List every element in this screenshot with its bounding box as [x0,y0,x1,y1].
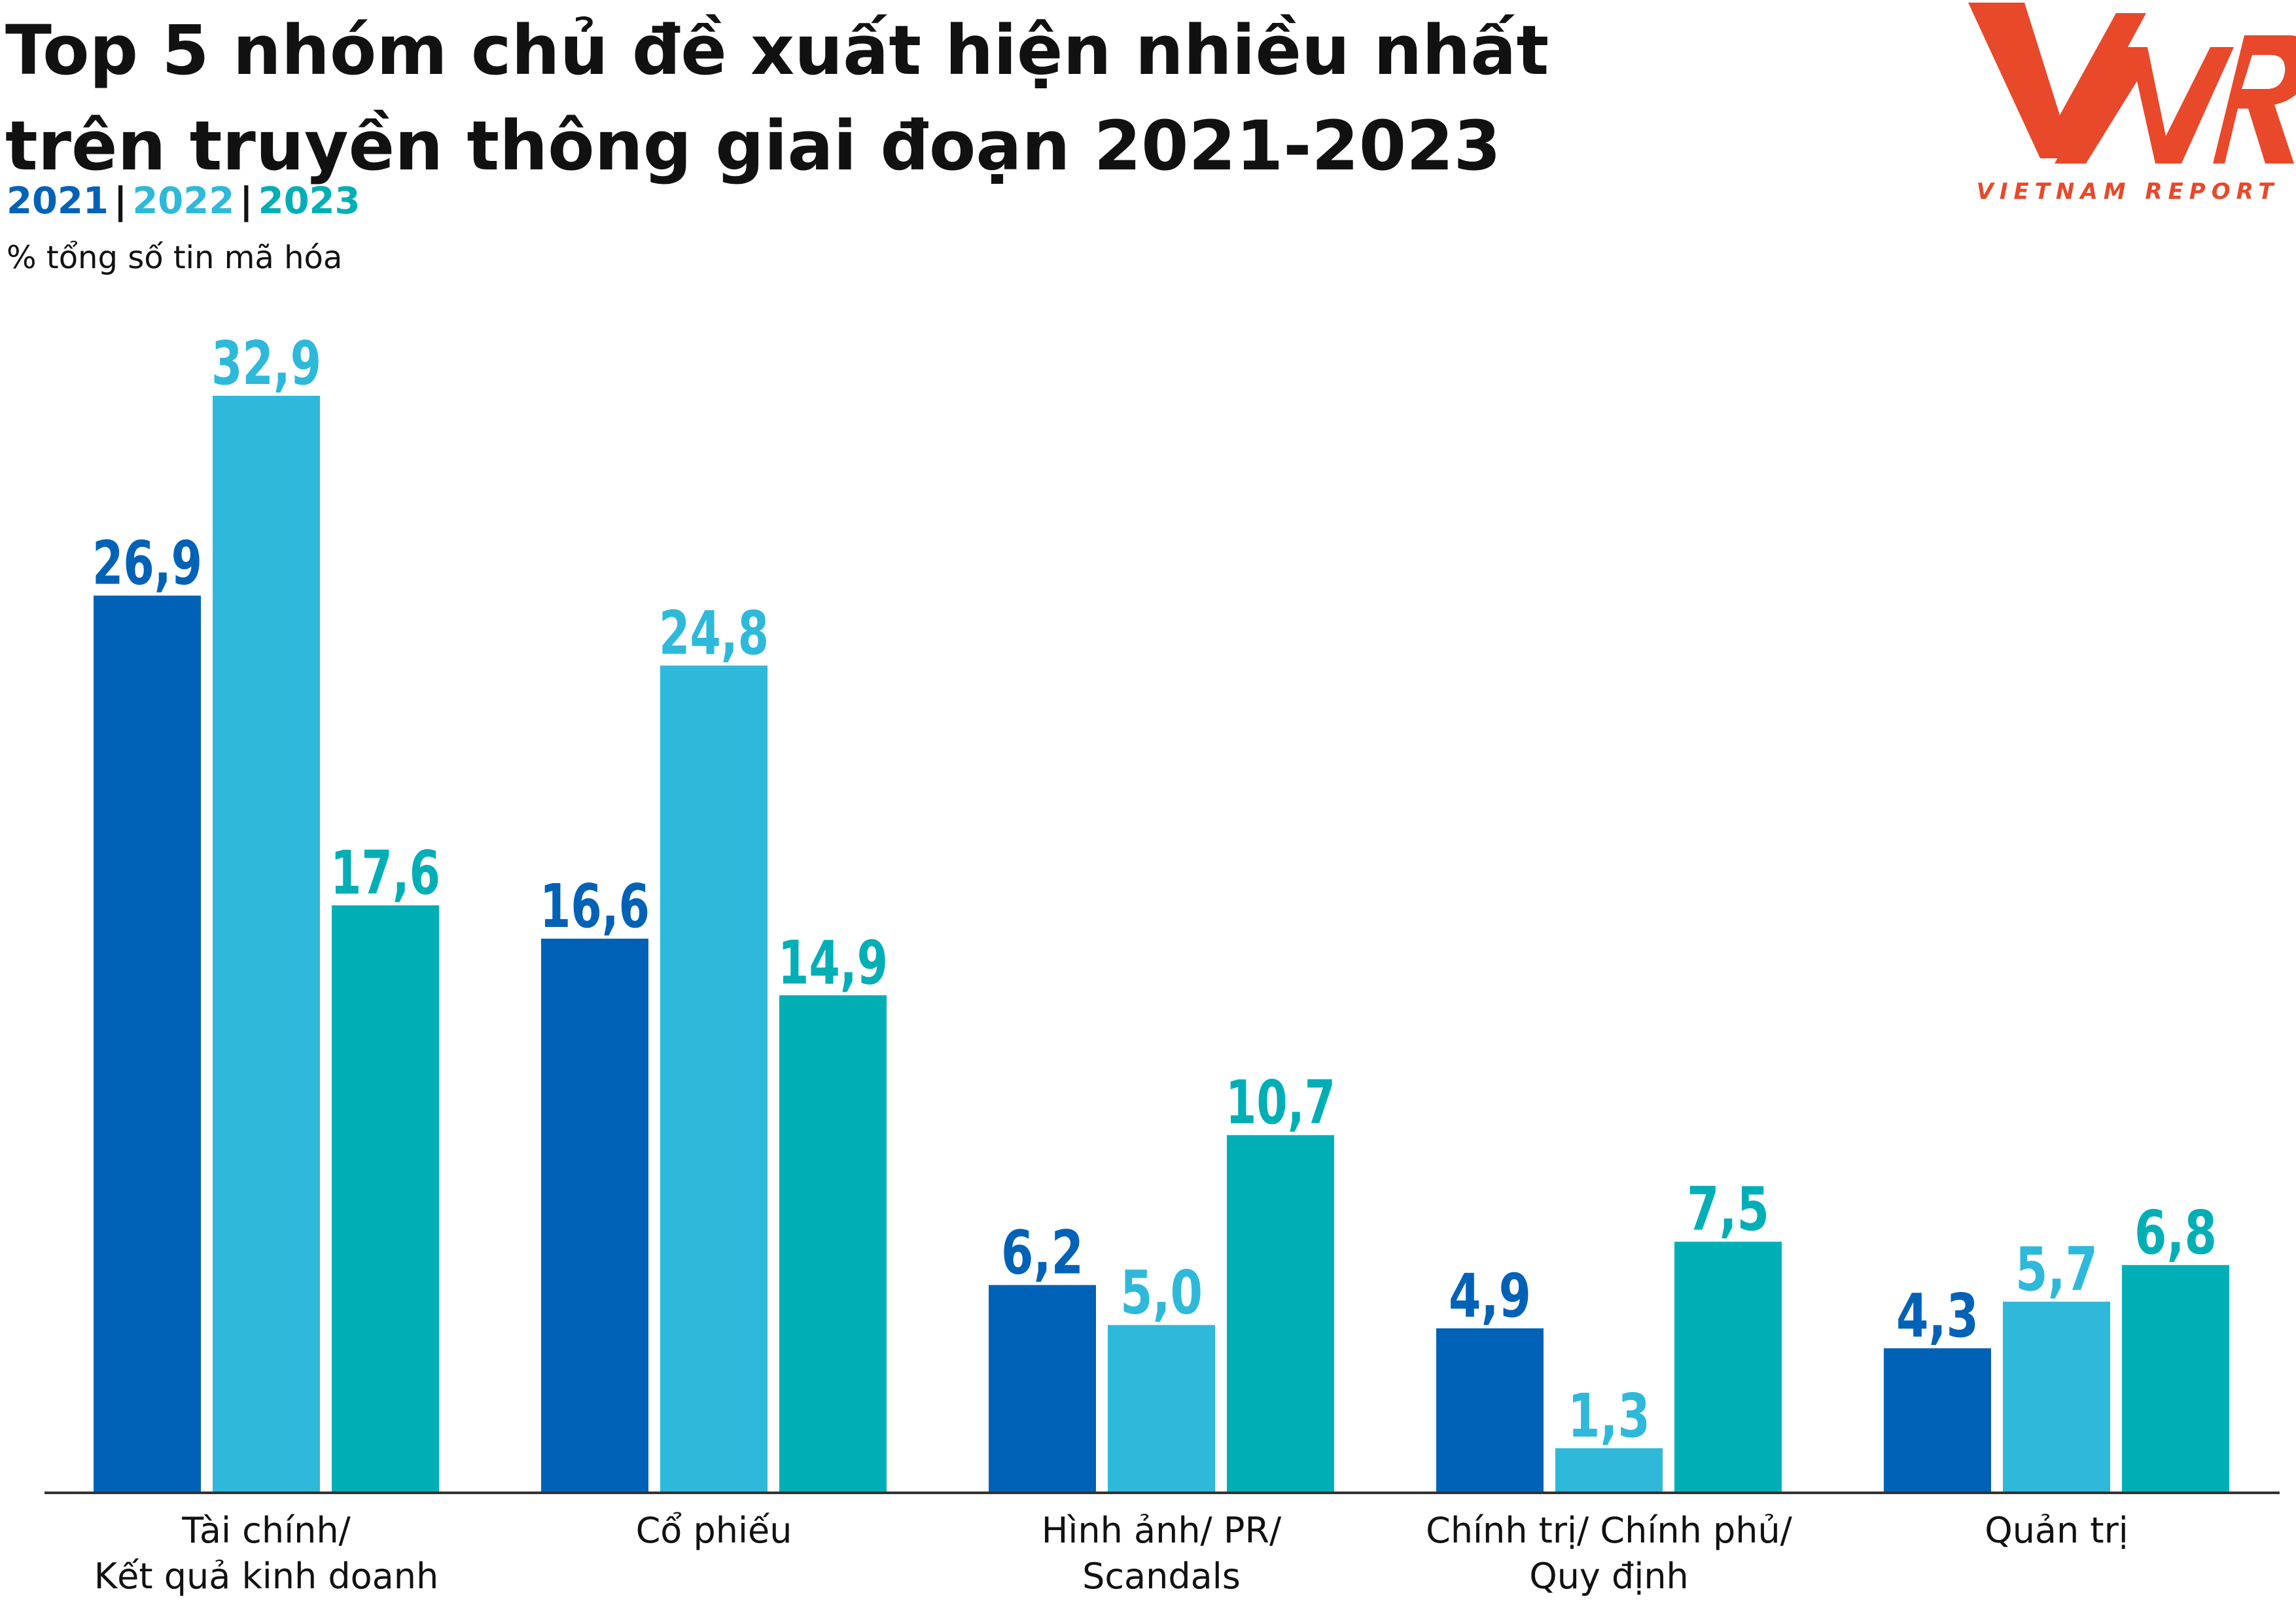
bar-2021-2 [989,1285,1096,1492]
chart-title: Top 5 nhóm chủ đề xuất hiện nhiều nhất t… [5,3,1641,194]
value-label-2021-4: 4,3 [1896,1281,1979,1351]
legend-separator: | [113,180,128,222]
bar-2023-2 [1227,1135,1334,1492]
bar-2021-3 [1436,1328,1544,1492]
bar-2021-4 [1884,1348,1991,1492]
value-label-2021-0: 26,9 [92,528,202,598]
value-label-2021-3: 4,9 [1449,1261,1531,1331]
value-label-2021-2: 6,2 [1001,1217,1084,1287]
category-labels-layer: Tài chính/Kết quả kinh doanh Cổ phiếu Hình… [94,1510,2128,1597]
legend-separator: | [239,180,253,222]
bar-2022-4 [2003,1301,2110,1492]
value-label-2022-4: 5,7 [2015,1234,2098,1304]
legend-item-2022: 2022 [132,180,235,222]
category-label-1-line-0: Cổ phiếu [636,1510,792,1551]
bar-2022-2 [1108,1325,1215,1492]
bar-2022-1 [660,665,768,1492]
bar-2023-1 [779,995,887,1492]
vnr-logo: VIETNAM REPORT [1968,3,2296,205]
legend-item-2023: 2023 [258,180,361,222]
value-labels-layer: 26,9 32,9 17,6 16,6 24,8 14,9 6,2 5,0 10,7 4,9 1,3… [92,328,2217,1451]
bars-layer [94,396,2229,1492]
bar-2023-3 [1674,1242,1782,1492]
category-label-0-line-0: Tài chính/ [181,1510,351,1551]
chart-title-line-2: trên truyền thông giai đoạn 2021-2023 [5,106,1501,186]
value-label-2021-1: 16,6 [540,871,650,941]
bar-2022-0 [213,396,320,1492]
category-label-2-line-0: Hình ảnh/ PR/ [1042,1510,1282,1551]
category-label-3-line-1: Quy định [1529,1556,1689,1597]
value-label-2022-2: 5,0 [1120,1257,1203,1327]
value-label-2023-1: 14,9 [778,928,888,998]
value-label-2022-0: 32,9 [211,328,321,398]
bar-2021-0 [94,595,201,1492]
value-label-2023-0: 17,6 [330,838,440,908]
category-label-0-line-1: Kết quả kinh doanh [94,1556,438,1597]
legend: 2021 | 2022 | 2023 [7,175,360,228]
bar-2022-3 [1555,1448,1663,1492]
chart-subtitle: % tổng số tin mã hóa [7,239,343,276]
bar-2021-1 [541,938,648,1492]
legend-item-2021: 2021 [7,180,109,222]
chart-title-line-1: Top 5 nhóm chủ đề xuất hiện nhiều nhất [5,10,1549,90]
bar-2023-4 [2122,1265,2229,1492]
value-label-2022-1: 24,8 [659,598,769,668]
value-label-2023-4: 6,8 [2134,1198,2217,1268]
category-label-4-line-0: Quản trị [1985,1510,2128,1551]
value-label-2023-2: 10,7 [1226,1068,1335,1138]
vnr-logo-mark [1968,3,2296,164]
value-label-2023-3: 7,5 [1687,1174,1769,1244]
vnr-logo-tagline: VIETNAM REPORT [1977,179,2280,205]
bar-2023-0 [332,905,439,1492]
category-label-2-line-1: Scandals [1082,1556,1241,1597]
category-label-3-line-0: Chính trị/ Chính phủ/ [1426,1510,1793,1551]
value-label-2022-3: 1,3 [1568,1381,1650,1451]
